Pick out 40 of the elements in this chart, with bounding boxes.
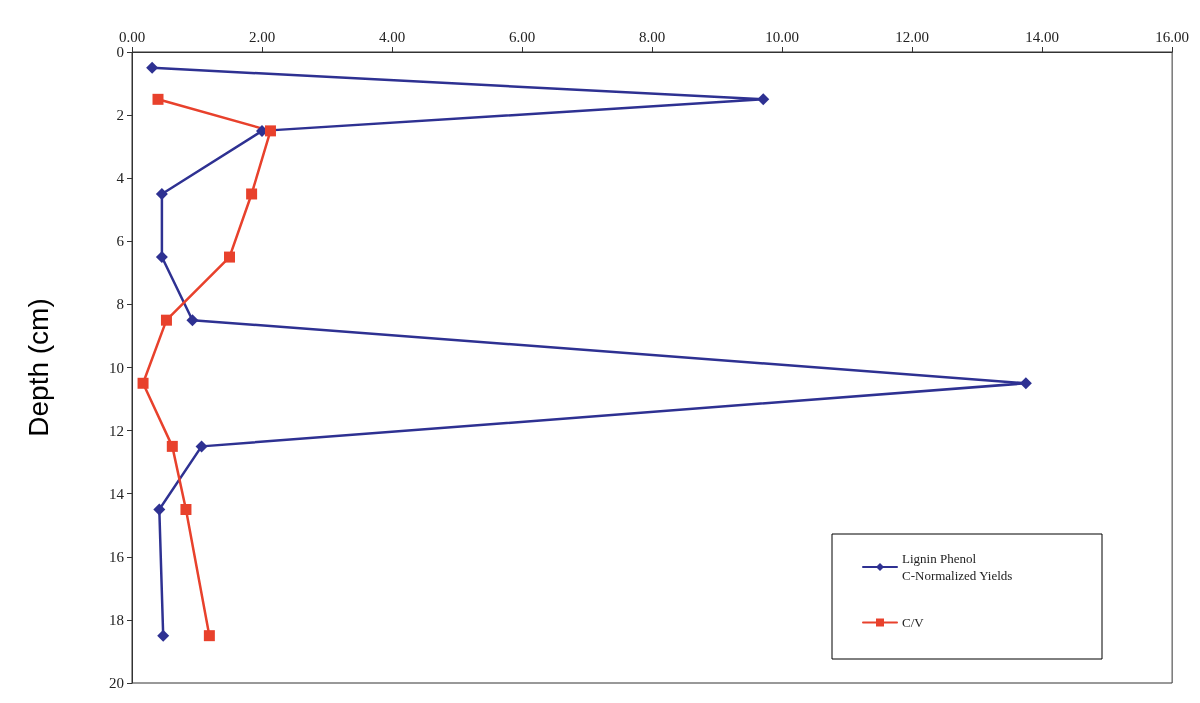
point	[157, 629, 170, 642]
point	[152, 93, 164, 105]
point	[155, 251, 168, 264]
point	[757, 93, 770, 106]
point	[246, 188, 258, 200]
x-tick-label: 4.00	[378, 28, 406, 45]
point	[195, 440, 208, 453]
point	[186, 314, 199, 327]
y-tick-label: 4	[116, 170, 125, 187]
y-tick-label: 16	[109, 548, 125, 565]
point	[146, 61, 159, 74]
point	[166, 440, 178, 452]
point	[224, 251, 236, 263]
y-axis-title: Depth (cm)	[22, 298, 54, 437]
x-tick-label: 12.00	[895, 28, 929, 45]
point	[203, 630, 215, 642]
point	[137, 377, 149, 389]
y-tick-label: 0	[116, 44, 124, 60]
y-tick-label: 14	[109, 485, 125, 502]
point	[155, 187, 168, 200]
x-tick-label: 10.00	[765, 28, 799, 45]
x-tick-label: 0.00	[118, 28, 146, 45]
y-tick-label: 18	[109, 611, 124, 628]
x-tick-label: 16.00	[1155, 28, 1189, 45]
point	[180, 503, 192, 515]
y-tick-label: 8	[116, 296, 124, 313]
x-tick-label: 14.00	[1025, 28, 1059, 45]
x-tick-label: 8.00	[638, 28, 666, 45]
y-tick-label: 2	[116, 107, 124, 124]
point	[160, 314, 172, 326]
y-tick-label: 10	[109, 359, 124, 376]
point	[264, 125, 276, 137]
y-tick-label: 12	[109, 422, 124, 439]
y-tick-label: 20	[109, 675, 124, 691]
y-tick-label: 6	[116, 233, 125, 250]
x-tick-label: 6.00	[508, 28, 536, 45]
x-tick-label: 2.00	[248, 28, 276, 45]
legend-label: Lignin Phenol C-Normalized Yields	[902, 551, 1013, 583]
legend-label: C/V	[902, 615, 925, 630]
point	[153, 503, 166, 516]
